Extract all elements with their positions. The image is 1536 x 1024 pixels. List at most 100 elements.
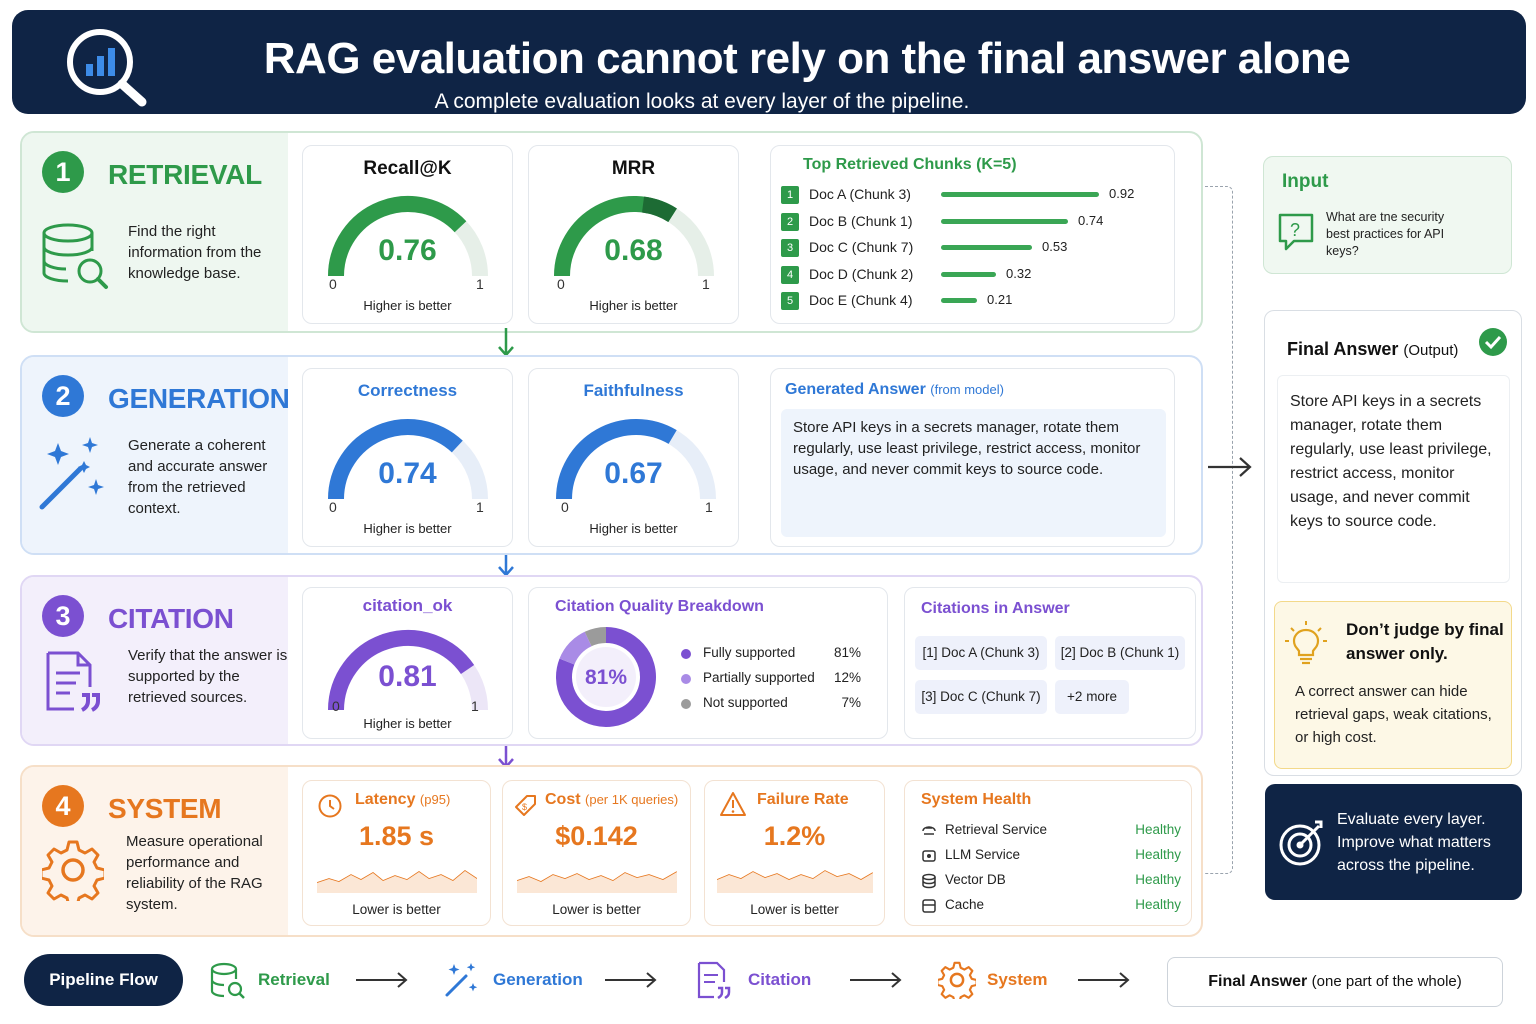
flow-arrow-icon: [850, 972, 902, 988]
mrr-max: 1: [702, 276, 710, 292]
correctness-min: 0: [329, 499, 337, 515]
header-banner: RAG evaluation cannot rely on the final …: [12, 10, 1526, 114]
system-health-card: System Health Retrieval Service Healthy LL…: [904, 780, 1192, 926]
recall-min: 0: [329, 276, 337, 292]
legend-percent: 7%: [841, 695, 861, 710]
cache-icon: [922, 899, 936, 913]
final-answer-panel: Final Answer (Output) Store API keys in …: [1264, 310, 1522, 776]
chunk-rank-badge: 3: [781, 239, 799, 257]
retrieval-service-icon: [922, 826, 936, 835]
donut-slice: [556, 627, 656, 727]
cost-title: Cost (per 1K queries): [545, 791, 679, 808]
right-connector: [1205, 186, 1233, 874]
faithfulness-max: 1: [705, 499, 713, 515]
health-service-name: Cache: [945, 897, 985, 912]
breakdown-legend-item: Fully supported 81%: [681, 644, 861, 664]
latency-value: 1.85 s: [358, 821, 435, 851]
document-quote-icon: [697, 961, 731, 1000]
chunk-score-bar: [941, 298, 977, 303]
mrr-title: MRR: [611, 158, 656, 179]
correctness-card: Correctness 0.74 0 1 Higher is better: [302, 368, 513, 547]
citation-pill[interactable]: [3] Doc C (Chunk 7): [915, 680, 1047, 714]
faithfulness-value: 0.67: [604, 457, 663, 490]
chunk-label: Doc C (Chunk 7): [809, 239, 914, 255]
warning-icon: [720, 792, 746, 816]
gauge-fill: [556, 419, 677, 500]
citation-description: Verify that the answer is supported by t…: [128, 647, 288, 706]
cost-note: Lower is better: [552, 902, 641, 917]
tip-card: Don’t judge by final answer only. A corr…: [1274, 601, 1512, 769]
legend-dot: [681, 699, 691, 709]
lightbulb-icon: [1285, 621, 1327, 665]
correctness-title: Correctness: [357, 381, 458, 400]
gauge-fill-accent: [641, 196, 677, 223]
system-health-title: System Health: [921, 791, 1032, 808]
retrieval-row: 1 RETRIEVAL Find the right information f…: [20, 131, 1203, 333]
citation-row: 3 CITATION Verify that the answer is sup…: [20, 575, 1203, 746]
mrr-value: 0.68: [604, 234, 663, 267]
legend-dot: [681, 649, 691, 659]
flow-arrow-icon: [1078, 972, 1130, 988]
recall-gauge: [328, 196, 488, 277]
chunk-score: 0.74: [1078, 212, 1104, 228]
vector-db-icon: [922, 873, 936, 889]
legend-label: Fully supported: [703, 645, 796, 660]
mrr-gauge: [554, 196, 714, 277]
input-card: Input ? What are tne security best pract…: [1263, 156, 1512, 274]
health-status: Healthy: [1135, 847, 1181, 862]
chunk-score-bar: [941, 271, 996, 277]
chunk-label: Doc A (Chunk 3): [809, 186, 911, 202]
step-number-2: 2: [42, 375, 84, 417]
flow-step-retrieval: Retrieval: [258, 970, 330, 989]
correctness-note: Higher is better: [363, 521, 452, 536]
latency-card: Latency (p95) 1.85 s Lower is better: [302, 780, 491, 926]
chunk-label: Doc E (Chunk 4): [809, 292, 913, 308]
citation-ok-max: 1: [471, 698, 479, 714]
latency-title: Latency (p95): [355, 791, 451, 808]
chunk-row: 5 Doc E (Chunk 4) 0.21: [781, 290, 1171, 312]
page-subtitle: A complete evaluation looks at every lay…: [434, 90, 970, 113]
system-title: SYSTEM: [108, 793, 222, 824]
check-circle-icon: [1479, 328, 1507, 356]
gear-icon: [42, 840, 104, 901]
pipeline-flow-label: Pipeline Flow: [24, 954, 183, 1006]
failure-rate-value: 1.2%: [763, 821, 826, 851]
citation-ok-card: citation_ok 0.81 0 1 Higher is better: [302, 587, 513, 739]
document-quote-icon: [46, 651, 100, 712]
cost-card: $ Cost (per 1K queries) $0.142 Lower is …: [502, 780, 691, 926]
flow-step-generation: Generation: [493, 970, 583, 989]
target-icon: [1279, 820, 1323, 866]
more-citations-pill[interactable]: +2 more: [1055, 680, 1129, 714]
top-chunks-card: Top Retrieved Chunks (K=5) 1 Doc A (Chunk…: [770, 145, 1175, 324]
breakdown-legend-item: Partially supported 12%: [681, 669, 861, 689]
failure-rate-card: Failure Rate 1.2% Lower is better: [704, 780, 885, 926]
chunk-rank-badge: 5: [781, 292, 799, 310]
chunk-score: 0.32: [1006, 265, 1032, 281]
system-row: 4 SYSTEM Measure operational performance…: [20, 765, 1203, 937]
input-title: Input: [1282, 171, 1329, 192]
database-search-icon: [42, 223, 108, 289]
gauge-fill: [328, 196, 467, 277]
generation-description: Generate a coherent and accurate answer …: [128, 437, 268, 517]
citation-pill[interactable]: [1] Doc A (Chunk 3): [915, 636, 1047, 670]
chunk-row: 3 Doc C (Chunk 7) 0.53: [781, 237, 1171, 259]
step-number-3: 3: [42, 595, 84, 637]
recall-value: 0.76: [378, 234, 437, 267]
mrr-min: 0: [557, 276, 565, 292]
legend-percent: 81%: [833, 645, 861, 660]
donut-center-label: 81%: [584, 666, 628, 689]
citation-breakdown-title: Citation Quality Breakdown: [555, 598, 764, 615]
correctness-max: 1: [476, 499, 484, 515]
chunk-rank-badge: 4: [781, 265, 799, 284]
citation-pill[interactable]: [2] Doc B (Chunk 1): [1055, 636, 1185, 670]
latency-sparkline: [317, 870, 477, 893]
faithfulness-min: 0: [561, 499, 569, 515]
step-number-4: 4: [42, 785, 84, 827]
recall-note: Higher is better: [363, 298, 452, 313]
citation-ok-title: citation_ok: [362, 596, 453, 615]
recall-max: 1: [476, 276, 484, 292]
health-row: Cache Healthy: [919, 896, 1181, 916]
chunk-rank-badge: 1: [781, 186, 799, 204]
citation-ok-value: 0.81: [378, 660, 437, 693]
gauge-fill: [328, 630, 475, 711]
